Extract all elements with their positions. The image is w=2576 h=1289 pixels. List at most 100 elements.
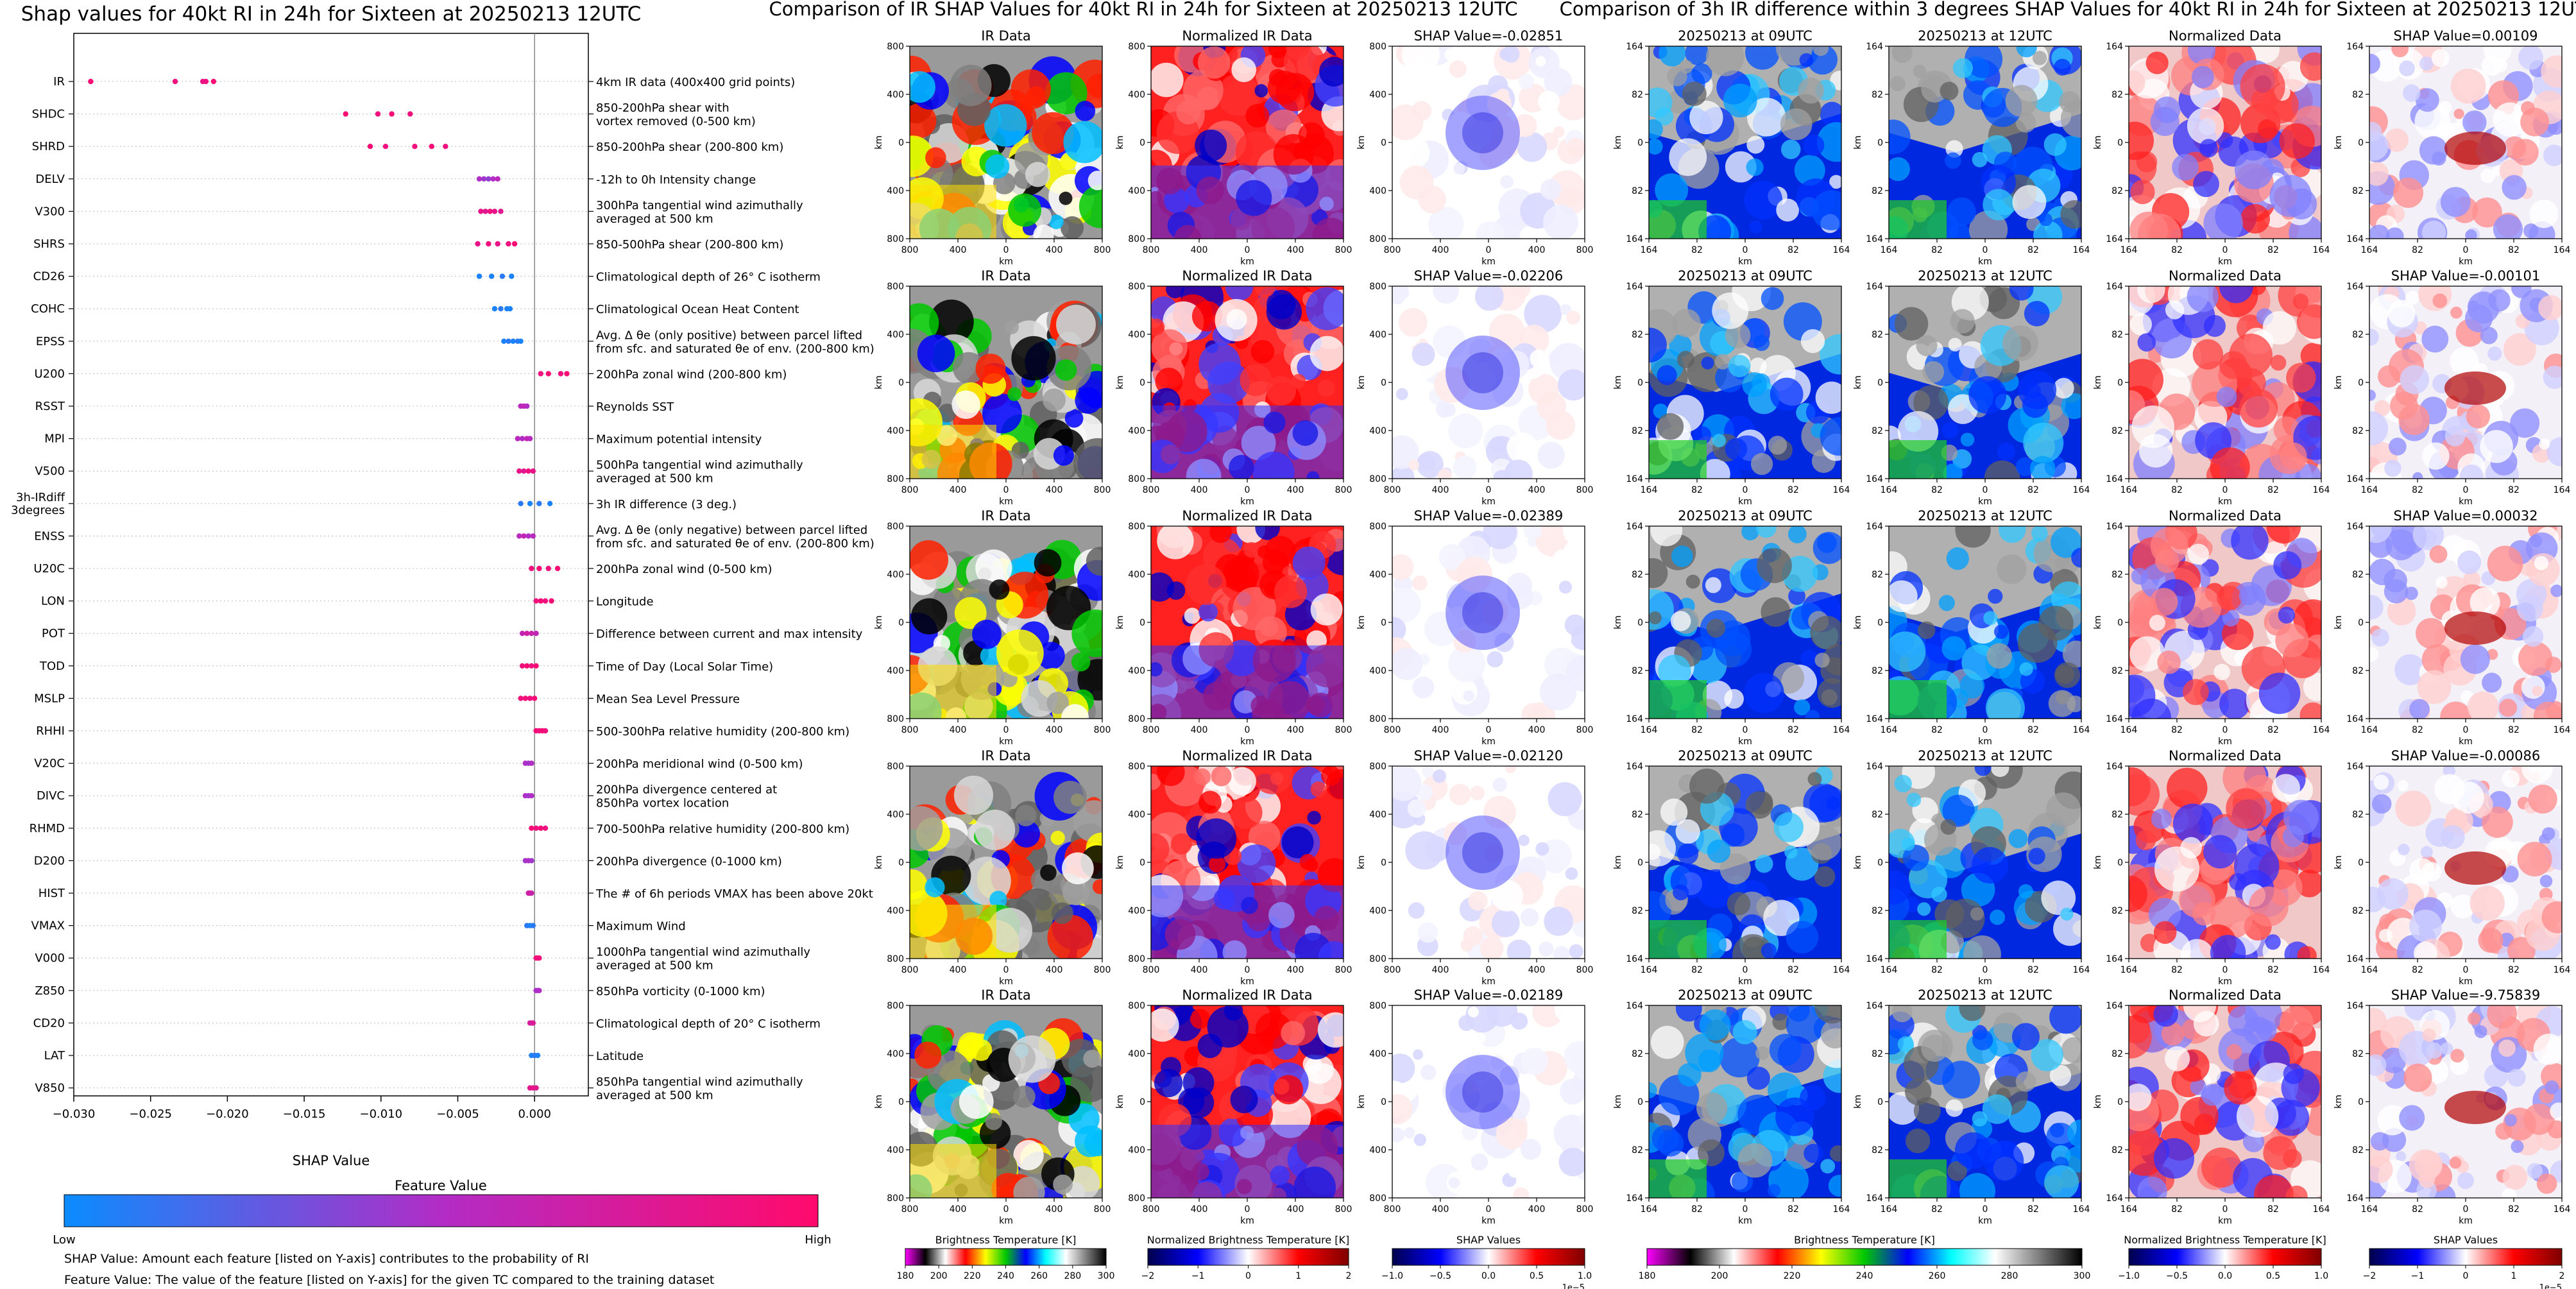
shap-point <box>88 78 94 85</box>
shap-point <box>498 209 504 214</box>
x-axis-label: km <box>999 1216 1013 1226</box>
x-tick-label: 800 <box>1094 1204 1111 1215</box>
field-blob <box>2482 807 2513 838</box>
field-blob <box>1240 364 1272 397</box>
field-blob <box>1650 526 1683 547</box>
field-blob <box>1968 376 2007 414</box>
field-blob <box>2385 128 2409 152</box>
x-axis-label: km <box>1481 1216 1496 1226</box>
brightness-green-patch <box>1649 920 1707 959</box>
field-blob <box>1761 597 1791 627</box>
field-blob <box>1719 853 1751 885</box>
x-tick-label: 400 <box>1046 1204 1063 1215</box>
field-blob <box>1745 46 1780 70</box>
colorbar <box>1392 1248 1585 1266</box>
shap-point <box>516 533 522 539</box>
field-blob <box>2369 122 2382 142</box>
x-tick-label: 164 <box>2361 965 2378 975</box>
field-blob <box>2450 894 2475 919</box>
y-tick-label: 400 <box>1369 666 1386 676</box>
field-blob <box>1891 1005 1913 1023</box>
field-blob <box>928 299 974 345</box>
field-blob <box>982 393 1022 434</box>
field-blob <box>2534 556 2549 570</box>
field-blob <box>2518 46 2543 70</box>
field-blob <box>1504 459 1533 479</box>
field-blob <box>1266 294 1302 330</box>
diff-normalized-panel-title: Normalized Data <box>2169 987 2282 1003</box>
field-blob <box>1518 74 1534 90</box>
shap-point <box>524 631 530 636</box>
feature-name: V300 <box>35 205 65 218</box>
x-tick-label: 82 <box>2267 965 2279 975</box>
field-blob <box>937 404 957 423</box>
diff-normalized-panel-title: Normalized Data <box>2169 28 2282 44</box>
field-blob <box>1889 870 1911 905</box>
x-tick-label: 164 <box>2120 965 2138 975</box>
x-tick-label: 164 <box>2554 725 2571 735</box>
field-blob <box>2129 773 2160 816</box>
field-blob <box>1524 295 1562 333</box>
field-blob <box>2270 355 2287 371</box>
field-blob <box>2239 586 2258 606</box>
x-tick-label: 800 <box>901 965 919 975</box>
shap-point <box>382 144 389 149</box>
field-blob <box>1746 1066 1770 1090</box>
shap-point <box>203 78 209 85</box>
field-blob <box>1432 769 1447 783</box>
field-blob <box>1901 837 1915 851</box>
field-blob <box>2462 570 2480 588</box>
field-blob <box>2511 286 2532 298</box>
feature-description: Time of Day (Local Solar Time) <box>595 660 773 674</box>
shap-point <box>536 500 542 506</box>
field-blob <box>2369 389 2376 401</box>
x-tick-label: 164 <box>2073 965 2090 975</box>
field-blob <box>1675 1005 1702 1022</box>
field-blob <box>1810 615 1841 650</box>
field-blob <box>1530 349 1549 368</box>
field-blob <box>1037 642 1065 670</box>
ir-shap-panel-title: SHAP Value=-0.02120 <box>1414 748 1564 764</box>
field-blob <box>2148 898 2181 931</box>
field-blob <box>2502 866 2519 883</box>
field-blob <box>2219 688 2250 719</box>
y-axis-label: km <box>2333 135 2344 149</box>
x-tick-label: 82 <box>2171 1204 2183 1215</box>
y-tick-label: 0 <box>1381 138 1386 148</box>
x-tick-label: 800 <box>1335 965 1352 975</box>
field-blob <box>2369 53 2380 74</box>
field-blob <box>1728 355 1751 377</box>
field-blob <box>1658 654 1691 688</box>
field-blob <box>1816 533 1837 553</box>
field-blob <box>2480 168 2495 184</box>
field-blob <box>2394 654 2426 686</box>
x-tick-label: 0 <box>1743 485 1748 495</box>
field-blob <box>1950 309 1975 334</box>
field-blob <box>2449 1157 2462 1169</box>
ir-image <box>910 286 1102 479</box>
swarm-title: Shap values for 40kt RI in 24h for Sixte… <box>21 3 641 26</box>
x-tick-label: 82 <box>1931 485 1943 495</box>
y-tick-label: 0 <box>1637 858 1643 868</box>
x-tick-label: 82 <box>2412 245 2423 255</box>
field-blob <box>1407 799 1426 818</box>
field-blob <box>1453 456 1477 479</box>
field-blob <box>2193 1011 2219 1037</box>
field-blob <box>1463 690 1475 702</box>
feature-description: 200hPa zonal wind (200-800 km) <box>596 368 787 381</box>
field-blob <box>1422 766 1435 778</box>
shap-point <box>529 663 534 669</box>
field-blob <box>1676 350 1695 368</box>
feature-description: averaged at 500 km <box>596 212 713 226</box>
feature-name: DIVC <box>37 789 65 803</box>
field-blob <box>1151 62 1184 98</box>
shap-point <box>549 598 554 604</box>
field-blob <box>2129 211 2168 239</box>
y-tick-label: 800 <box>1369 762 1386 772</box>
x-tick-label: 164 <box>2313 965 2330 975</box>
field-blob <box>1059 191 1073 205</box>
y-tick-label: 82 <box>2352 810 2364 820</box>
field-blob <box>2199 139 2218 158</box>
colorbar-tick-label: −2 <box>1141 1271 1155 1281</box>
field-blob <box>2129 121 2154 160</box>
